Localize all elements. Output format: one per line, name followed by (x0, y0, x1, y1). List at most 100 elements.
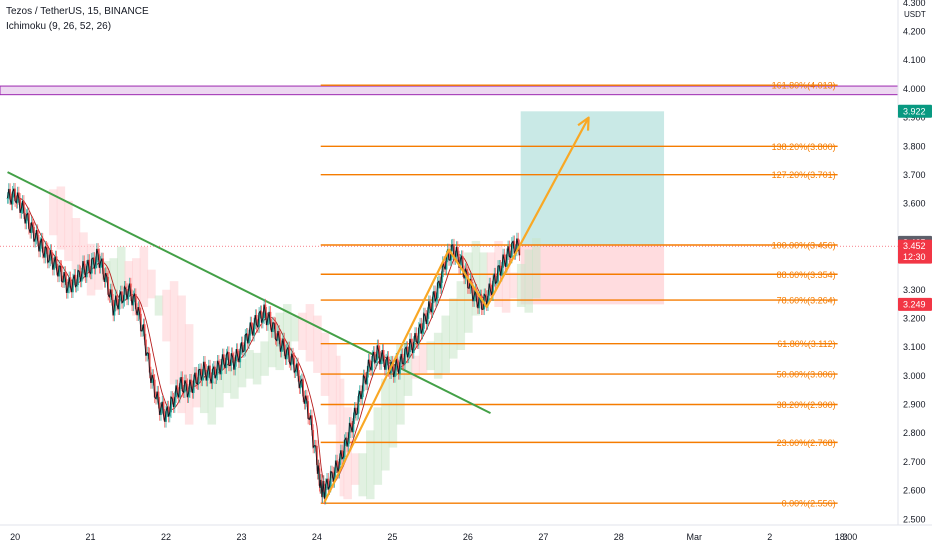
candle-body (264, 304, 267, 313)
candle-body (116, 295, 118, 305)
cloud-segment (230, 367, 239, 399)
candle-body (348, 422, 351, 438)
candle-body (303, 396, 306, 404)
candle-body (367, 359, 370, 372)
candle-body (157, 391, 160, 403)
symbol-title[interactable]: Tezos / TetherUS, 15, BINANCE (6, 6, 149, 17)
time-tick-label: 21 (86, 532, 96, 542)
price-tick-label: 2.900 (903, 400, 926, 410)
cloud-segment (169, 281, 179, 385)
candle-body (312, 430, 315, 448)
candle-body (443, 262, 445, 267)
fibonacci-layer[interactable]: 0.00%(2.556) 23.60%(2.768) 38.20%(2.900) 50… (320, 81, 838, 509)
candle-body (77, 270, 79, 286)
candle-body (279, 338, 282, 352)
candle-body (324, 484, 327, 499)
cloud-segment (365, 430, 375, 500)
candle-body (90, 258, 93, 274)
candle-body (480, 295, 483, 310)
arrow-layer[interactable] (323, 116, 590, 503)
candle-body (50, 250, 53, 259)
candle-body (471, 287, 474, 302)
price-tick-label: 3.200 (903, 313, 926, 323)
fib-level-label: 161.80%(4.013) (772, 81, 836, 91)
candle-body (144, 339, 147, 356)
candle-body (153, 379, 156, 398)
candle-body (302, 379, 305, 397)
candle-body (382, 350, 385, 362)
candle-body (183, 380, 186, 393)
candle-body (266, 318, 269, 326)
fib-level-label: 88.60%(3.354) (777, 270, 836, 280)
ichimoku-cloud-layer (49, 186, 541, 500)
candle-body (7, 188, 10, 198)
time-tick-label: 26 (463, 532, 473, 542)
candle-body (211, 369, 214, 384)
candle-body (355, 407, 357, 415)
cloud-segment (524, 249, 534, 313)
price-badge-label: 3.452 (903, 241, 926, 251)
candle-body (158, 402, 161, 416)
price-badge-countdown: 12:30 (903, 252, 926, 262)
candle-body (421, 328, 424, 334)
candle-body (102, 258, 105, 274)
candle-body (206, 371, 209, 381)
candle-body (44, 246, 47, 258)
candle-body (160, 407, 162, 416)
candle-body (404, 348, 406, 365)
candle-body (150, 372, 152, 383)
candle-body (175, 385, 177, 398)
candle-body (39, 242, 42, 252)
fib-level-label: 100.00%(3.456) (772, 241, 836, 251)
cloud-segment (516, 263, 526, 307)
trendline-layer[interactable] (7, 171, 491, 415)
candle-body (136, 309, 138, 316)
candle-body (83, 261, 86, 270)
candle-body (487, 295, 489, 306)
candle-body (453, 244, 455, 260)
candle-body (72, 279, 74, 293)
candle-body (93, 257, 96, 269)
candle-body (349, 422, 352, 427)
candle-body (45, 246, 48, 249)
candle-body (376, 345, 379, 360)
candle-body (327, 478, 330, 490)
candle-body (31, 222, 34, 227)
cloud-segment (154, 295, 164, 316)
cloud-segment (532, 238, 541, 299)
candle-body (347, 437, 350, 447)
candle-body (363, 375, 366, 378)
candle-body (20, 208, 23, 213)
candle-body (233, 357, 235, 370)
time-tick-label: 25 (387, 532, 397, 542)
candle-body (162, 401, 165, 415)
candle-body (239, 349, 242, 363)
candle-body (249, 322, 252, 336)
candle-body (134, 294, 137, 310)
cloud-segment (396, 344, 405, 425)
candle-body (448, 249, 450, 260)
candle-body (269, 311, 272, 325)
candle-body (41, 238, 44, 253)
candle-body (85, 265, 88, 278)
candle-body (82, 261, 84, 274)
candle-body (297, 363, 299, 376)
time-tick-label: 22 (161, 532, 171, 542)
candle-body (473, 295, 476, 302)
candle-body (263, 304, 266, 319)
candle-body (510, 242, 513, 258)
cloud-segment (328, 344, 337, 425)
fib-level-label: 138.20%(3.800) (772, 142, 836, 152)
price-tick-label: 3.300 (903, 285, 926, 295)
candle-body (316, 445, 318, 465)
candle-body (352, 418, 355, 433)
candle-body (221, 354, 224, 365)
candle-body (80, 273, 83, 282)
cloud-segment (298, 312, 307, 350)
candle-body (189, 379, 191, 393)
candle-body (17, 192, 20, 199)
indicator-label[interactable]: Ichimoku (9, 26, 52, 26) (6, 21, 112, 32)
candle-body (55, 256, 58, 270)
candle-body (258, 312, 260, 328)
